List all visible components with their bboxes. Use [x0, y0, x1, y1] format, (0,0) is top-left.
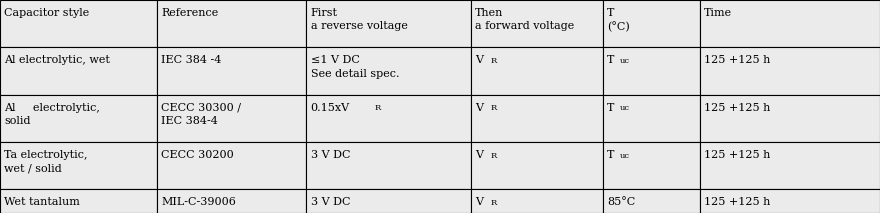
Text: 125 +125 h: 125 +125 h	[704, 103, 770, 113]
Bar	[700, 47, 880, 95]
Text: First
a reverse voltage: First a reverse voltage	[311, 8, 407, 31]
Bar	[471, 0, 603, 47]
Bar	[603, 47, 700, 95]
Bar	[306, 0, 471, 47]
Bar	[157, 142, 306, 189]
Bar	[0, 142, 157, 189]
Bar	[471, 189, 603, 213]
Text: ≤1 V DC
See detail spec.: ≤1 V DC See detail spec.	[311, 55, 400, 79]
Text: 3 V DC: 3 V DC	[311, 150, 350, 160]
Text: Time: Time	[704, 8, 732, 18]
Bar	[700, 189, 880, 213]
Text: V: V	[475, 197, 483, 207]
Bar	[603, 95, 700, 142]
Text: Reference: Reference	[161, 8, 218, 18]
Text: T: T	[607, 55, 614, 65]
Text: MIL-C-39006: MIL-C-39006	[161, 197, 236, 207]
Bar	[306, 47, 471, 95]
Text: Capacitor style: Capacitor style	[4, 8, 90, 18]
Bar	[157, 95, 306, 142]
Text: uc: uc	[620, 152, 629, 160]
Text: CECC 30200: CECC 30200	[161, 150, 234, 160]
Bar	[306, 142, 471, 189]
Bar	[157, 0, 306, 47]
Text: V: V	[475, 55, 483, 65]
Bar	[700, 142, 880, 189]
Text: 125 +125 h: 125 +125 h	[704, 150, 770, 160]
Text: 125 +125 h: 125 +125 h	[704, 197, 770, 207]
Bar	[306, 189, 471, 213]
Bar	[700, 95, 880, 142]
Text: 0.15xV: 0.15xV	[311, 103, 349, 113]
Text: T: T	[607, 150, 614, 160]
Text: uc: uc	[620, 57, 629, 65]
Bar	[603, 189, 700, 213]
Text: 125 +125 h: 125 +125 h	[704, 55, 770, 65]
Text: T: T	[607, 103, 614, 113]
Bar	[0, 47, 157, 95]
Bar	[603, 142, 700, 189]
Text: V: V	[475, 103, 483, 113]
Text: IEC 384 -4: IEC 384 -4	[161, 55, 222, 65]
Text: Al     electrolytic,
solid: Al electrolytic, solid	[4, 103, 100, 126]
Text: Wet tantalum: Wet tantalum	[4, 197, 80, 207]
Bar	[157, 189, 306, 213]
Bar	[700, 0, 880, 47]
Text: V: V	[475, 150, 483, 160]
Bar	[471, 142, 603, 189]
Bar	[471, 47, 603, 95]
Text: Then
a forward voltage: Then a forward voltage	[475, 8, 575, 31]
Text: 3 V DC: 3 V DC	[311, 197, 350, 207]
Bar	[471, 95, 603, 142]
Text: uc: uc	[620, 104, 629, 112]
Text: Al electrolytic, wet: Al electrolytic, wet	[4, 55, 110, 65]
Text: R: R	[490, 199, 496, 207]
Text: R: R	[490, 57, 496, 65]
Text: R: R	[490, 104, 496, 112]
Text: CECC 30300 /
IEC 384-4: CECC 30300 / IEC 384-4	[161, 103, 241, 126]
Text: R: R	[375, 104, 381, 112]
Bar	[0, 189, 157, 213]
Bar	[306, 95, 471, 142]
Bar	[0, 95, 157, 142]
Text: R: R	[490, 152, 496, 160]
Bar	[157, 47, 306, 95]
Bar	[0, 0, 157, 47]
Text: T
(°C): T (°C)	[607, 8, 630, 32]
Bar	[603, 0, 700, 47]
Text: Ta electrolytic,
wet / solid: Ta electrolytic, wet / solid	[4, 150, 88, 173]
Text: 85°C: 85°C	[607, 197, 635, 207]
